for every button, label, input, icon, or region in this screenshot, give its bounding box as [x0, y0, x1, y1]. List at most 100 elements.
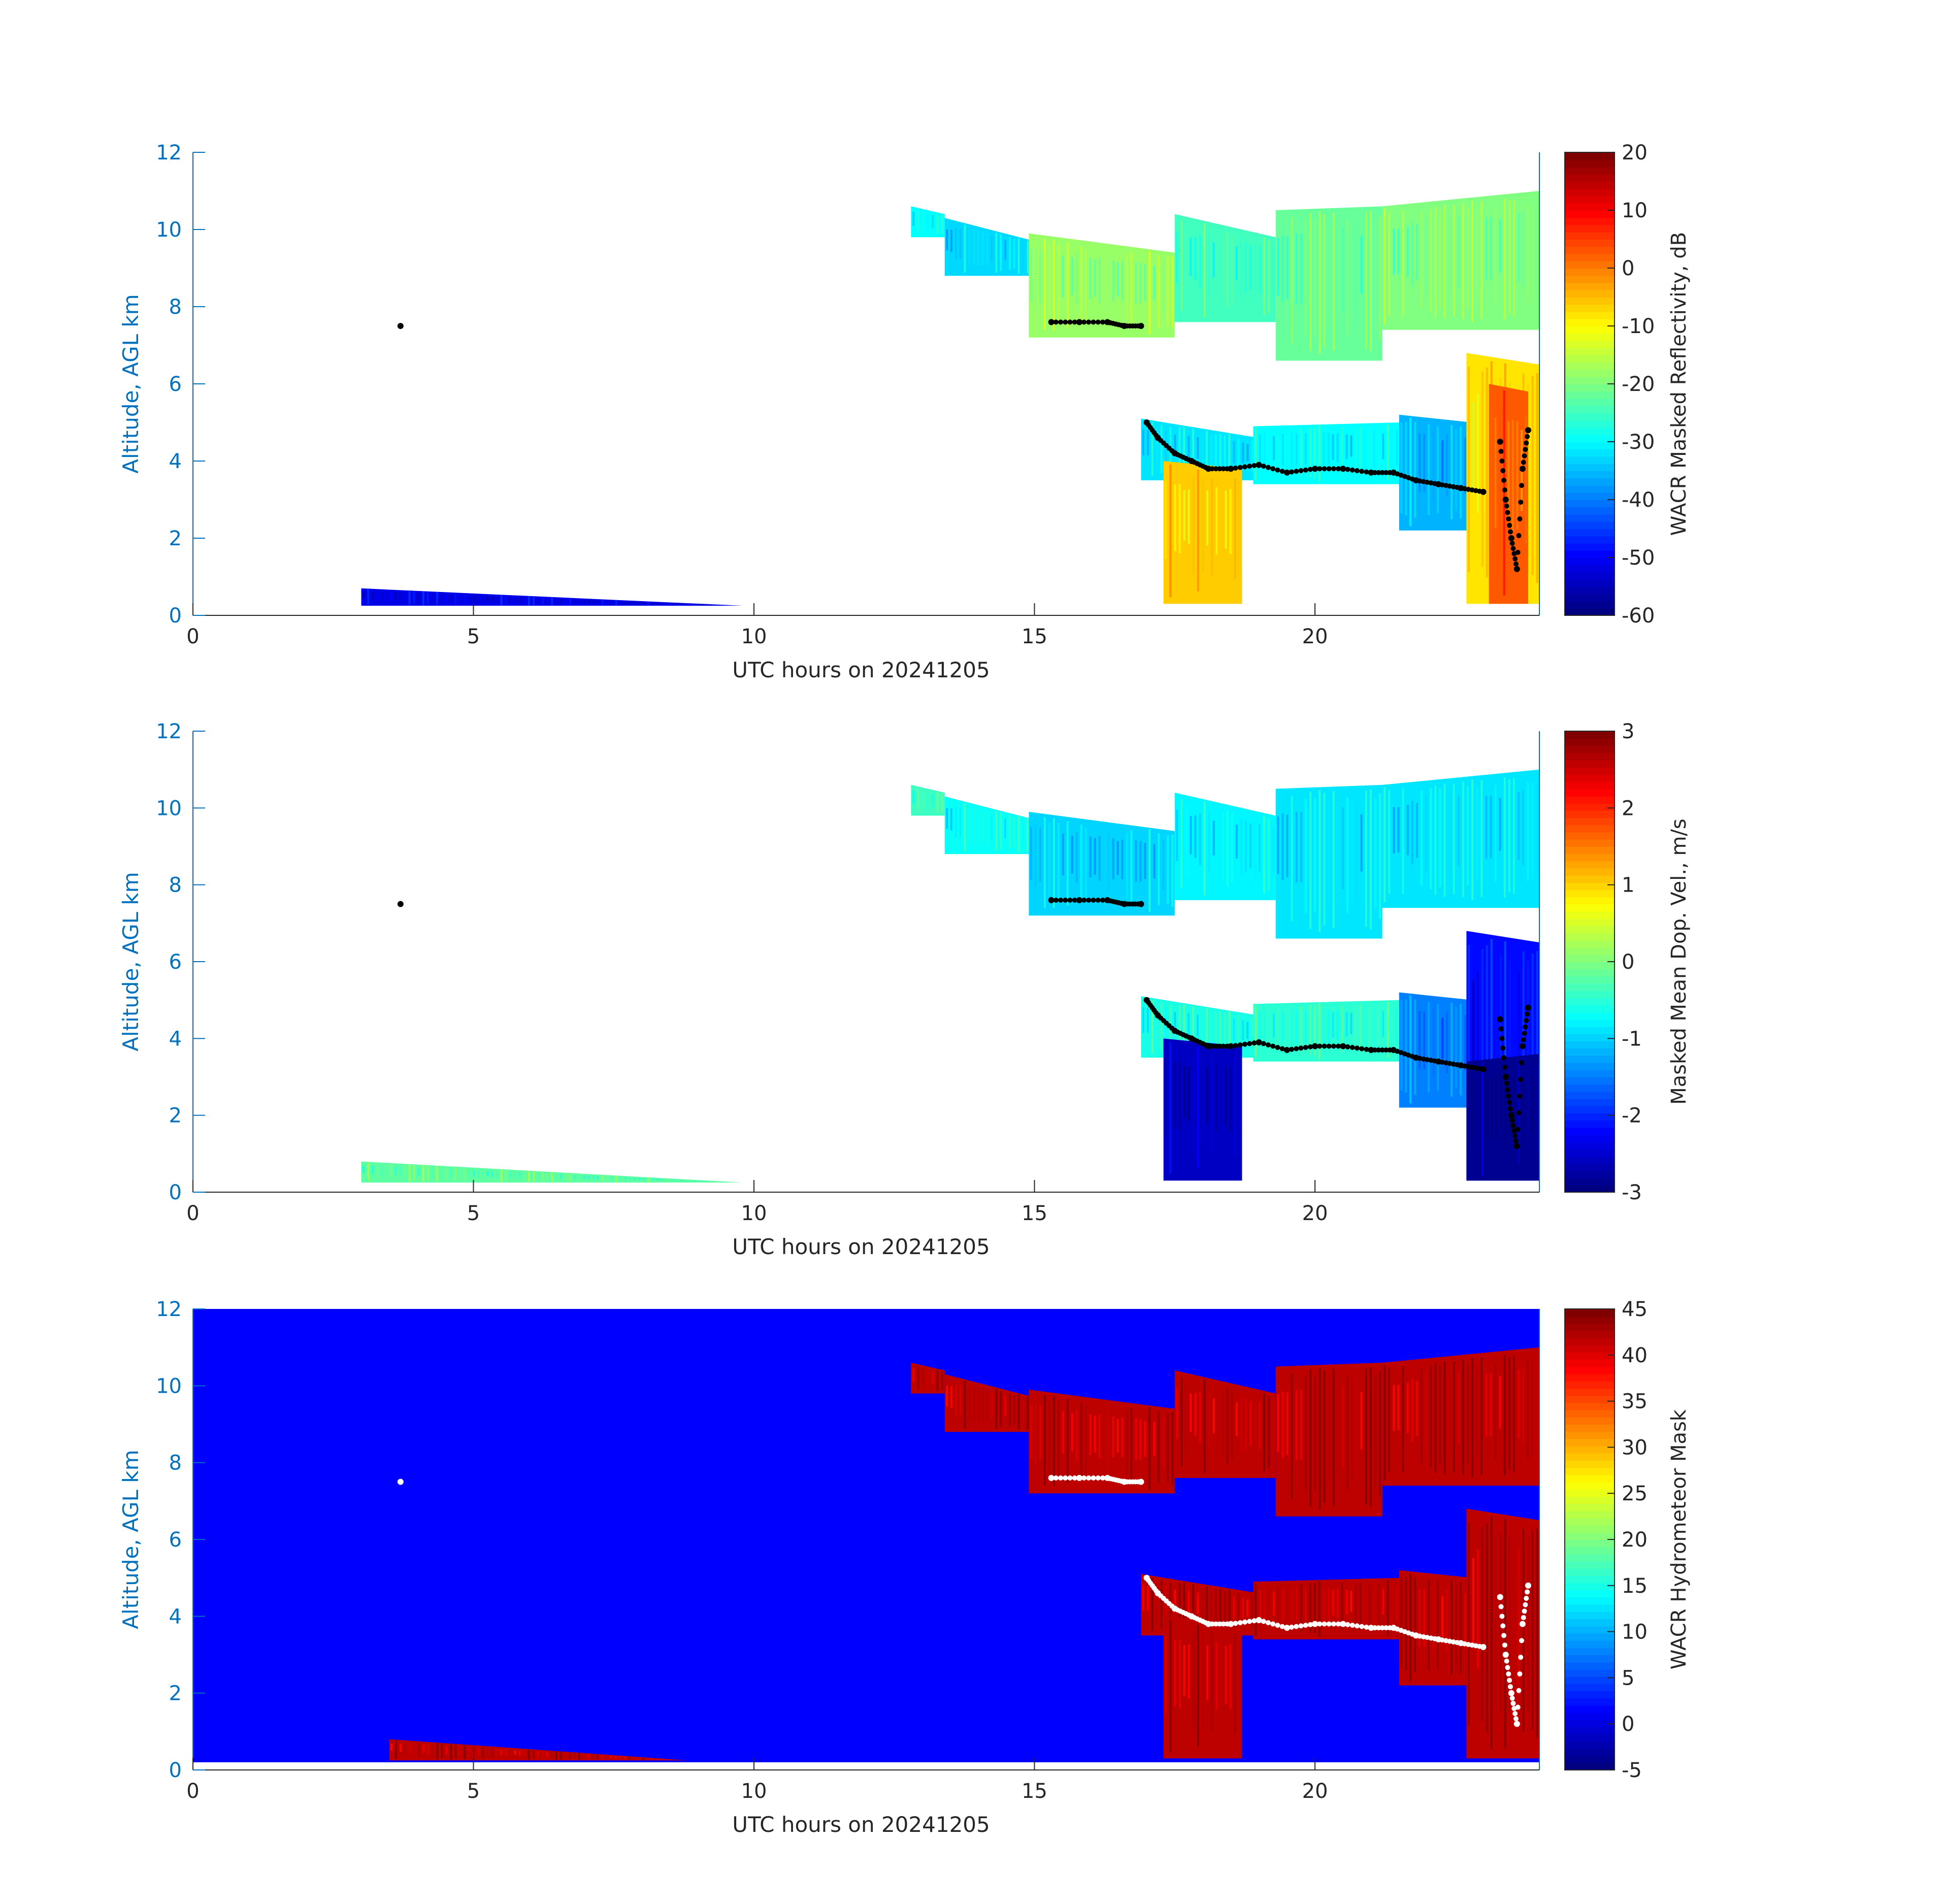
echo-streak [1405, 999, 1407, 1093]
echo-streak [367, 1162, 370, 1181]
colorbar-swatch [1565, 1417, 1615, 1425]
colorbar-tick-label: 0 [1622, 1713, 1634, 1736]
colorbar-swatch [1565, 326, 1615, 334]
colorbar-swatch [1565, 1561, 1615, 1569]
echo-streak [445, 593, 447, 604]
colorbar-swatch [1565, 492, 1615, 500]
cloud-base-point [1283, 1625, 1290, 1631]
cloud-base-point [1275, 1622, 1280, 1628]
cloud-base-point [1217, 1043, 1223, 1049]
cloud-base-point [1053, 897, 1059, 903]
echo-streak [1217, 234, 1220, 299]
echo-streak [1341, 1583, 1343, 1631]
echo-streak [1165, 1635, 1167, 1714]
echo-streak [582, 1754, 585, 1759]
echo-streak [1313, 1005, 1316, 1056]
cloud-base-point [1519, 483, 1525, 488]
cloud-base-point [1522, 1608, 1527, 1614]
echo-streak [959, 807, 962, 837]
cloud-base-point [1364, 1046, 1369, 1052]
cloud-base-point [1499, 458, 1505, 464]
colorbar-swatch [1565, 1337, 1615, 1345]
echo-streak [1337, 223, 1339, 325]
cloud-base-point [1428, 1635, 1434, 1641]
echo-streak [1457, 795, 1460, 866]
echo-streak [583, 600, 585, 603]
cloud-base-point [1294, 469, 1299, 474]
colorbar-swatch [1565, 1626, 1615, 1634]
echo-streak [1388, 1368, 1391, 1472]
echo-streak [638, 602, 641, 604]
echo-streak [1351, 222, 1354, 326]
echo-streak [1208, 812, 1210, 873]
echo-streak [1210, 1012, 1212, 1047]
cloud-base-point [1497, 1016, 1503, 1023]
echo-streak [592, 600, 595, 604]
colorbar-swatch [1565, 529, 1615, 537]
echo-streak [1494, 1363, 1497, 1460]
cloud-base-point [1502, 1652, 1509, 1658]
cloud-base-point [1205, 466, 1212, 472]
cloud-base-point [1519, 1621, 1526, 1627]
echo-streak [981, 232, 984, 266]
echo-streak [1345, 1590, 1348, 1615]
echo-streak [1062, 833, 1064, 876]
colorbar-swatch [1565, 1489, 1615, 1497]
echo-streak [1365, 1368, 1367, 1505]
colorbar-swatch [1565, 1105, 1615, 1113]
echo-streak [950, 1386, 952, 1408]
colorbar-swatch [1565, 391, 1615, 399]
echo-streak [1080, 1402, 1082, 1480]
echo-streak [1057, 1400, 1060, 1477]
colorbar-swatch [1565, 347, 1615, 355]
echo-streak [1240, 1396, 1242, 1453]
echo-streak [1169, 1042, 1172, 1174]
echo-streak [1485, 217, 1488, 281]
y-tick-label: 4 [169, 1027, 182, 1051]
echo-streak [1254, 820, 1256, 877]
cloud-base-point [1502, 1643, 1507, 1648]
echo-streak [1499, 1375, 1501, 1429]
echo-streak [1229, 488, 1232, 554]
echo-streak [565, 1173, 567, 1181]
echo-streak [1518, 213, 1520, 282]
cloud-base-point [1372, 1625, 1377, 1631]
cloud-base-point [1372, 470, 1377, 475]
echo-streak [986, 233, 989, 266]
echo-streak [1304, 220, 1307, 335]
echo-region [944, 1374, 1035, 1432]
echo-streak [1180, 220, 1183, 311]
echo-streak [413, 1743, 416, 1756]
echo-streak [390, 1164, 392, 1179]
colorbar-swatch [1565, 997, 1615, 1006]
cloud-base-point [1499, 1614, 1505, 1619]
echo-streak [1291, 795, 1293, 922]
echo-streak [1355, 1583, 1357, 1629]
echo-streak [643, 602, 645, 604]
echo-streak [1459, 1582, 1462, 1673]
echo-streak [1148, 1407, 1151, 1490]
cloud-base-point [1523, 1602, 1528, 1607]
cloud-base-point [1275, 467, 1280, 473]
echo-streak [1167, 1413, 1169, 1482]
echo-streak [1295, 1588, 1298, 1621]
cloud-base-point [1509, 1695, 1515, 1701]
cloud-base-point [1213, 1043, 1219, 1049]
echo-streak [431, 1167, 434, 1178]
echo-streak [702, 1180, 705, 1182]
cloud-base-point [1379, 1047, 1385, 1053]
echo-streak [486, 1747, 489, 1757]
echo-streak [1160, 1002, 1163, 1051]
echo-streak [459, 1168, 462, 1179]
cloud-base-point [1525, 1589, 1530, 1595]
echo-streak [440, 1168, 443, 1178]
cloud-base-point [1417, 1056, 1423, 1061]
cloud-base-point [1507, 1684, 1513, 1690]
echo-streak [1459, 426, 1462, 518]
echo-streak [394, 1166, 397, 1175]
cloud-base-point [1517, 1671, 1523, 1677]
echo-streak [450, 1168, 452, 1177]
echo-streak [1402, 789, 1404, 895]
echo-streak [1531, 204, 1534, 301]
echo-streak [1004, 240, 1007, 260]
